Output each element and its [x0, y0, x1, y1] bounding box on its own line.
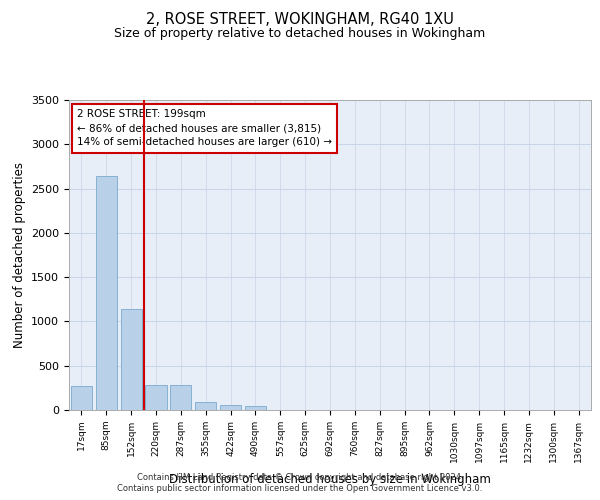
Bar [220, 405, 241, 410]
Bar [121, 309, 142, 410]
Text: Contains HM Land Registry data © Crown copyright and database right 2024.: Contains HM Land Registry data © Crown c… [137, 472, 463, 482]
Bar [71, 386, 92, 410]
Text: 2, ROSE STREET, WOKINGHAM, RG40 1XU: 2, ROSE STREET, WOKINGHAM, RG40 1XU [146, 12, 454, 28]
X-axis label: Distribution of detached houses by size in Wokingham: Distribution of detached houses by size … [169, 473, 491, 486]
Bar [245, 406, 266, 410]
Bar [96, 176, 117, 410]
Text: Size of property relative to detached houses in Wokingham: Size of property relative to detached ho… [115, 28, 485, 40]
Bar [145, 385, 167, 410]
Bar [195, 402, 216, 410]
Text: Contains public sector information licensed under the Open Government Licence v3: Contains public sector information licen… [118, 484, 482, 493]
Bar [170, 385, 191, 410]
Text: 2 ROSE STREET: 199sqm
← 86% of detached houses are smaller (3,815)
14% of semi-d: 2 ROSE STREET: 199sqm ← 86% of detached … [77, 110, 332, 148]
Y-axis label: Number of detached properties: Number of detached properties [13, 162, 26, 348]
